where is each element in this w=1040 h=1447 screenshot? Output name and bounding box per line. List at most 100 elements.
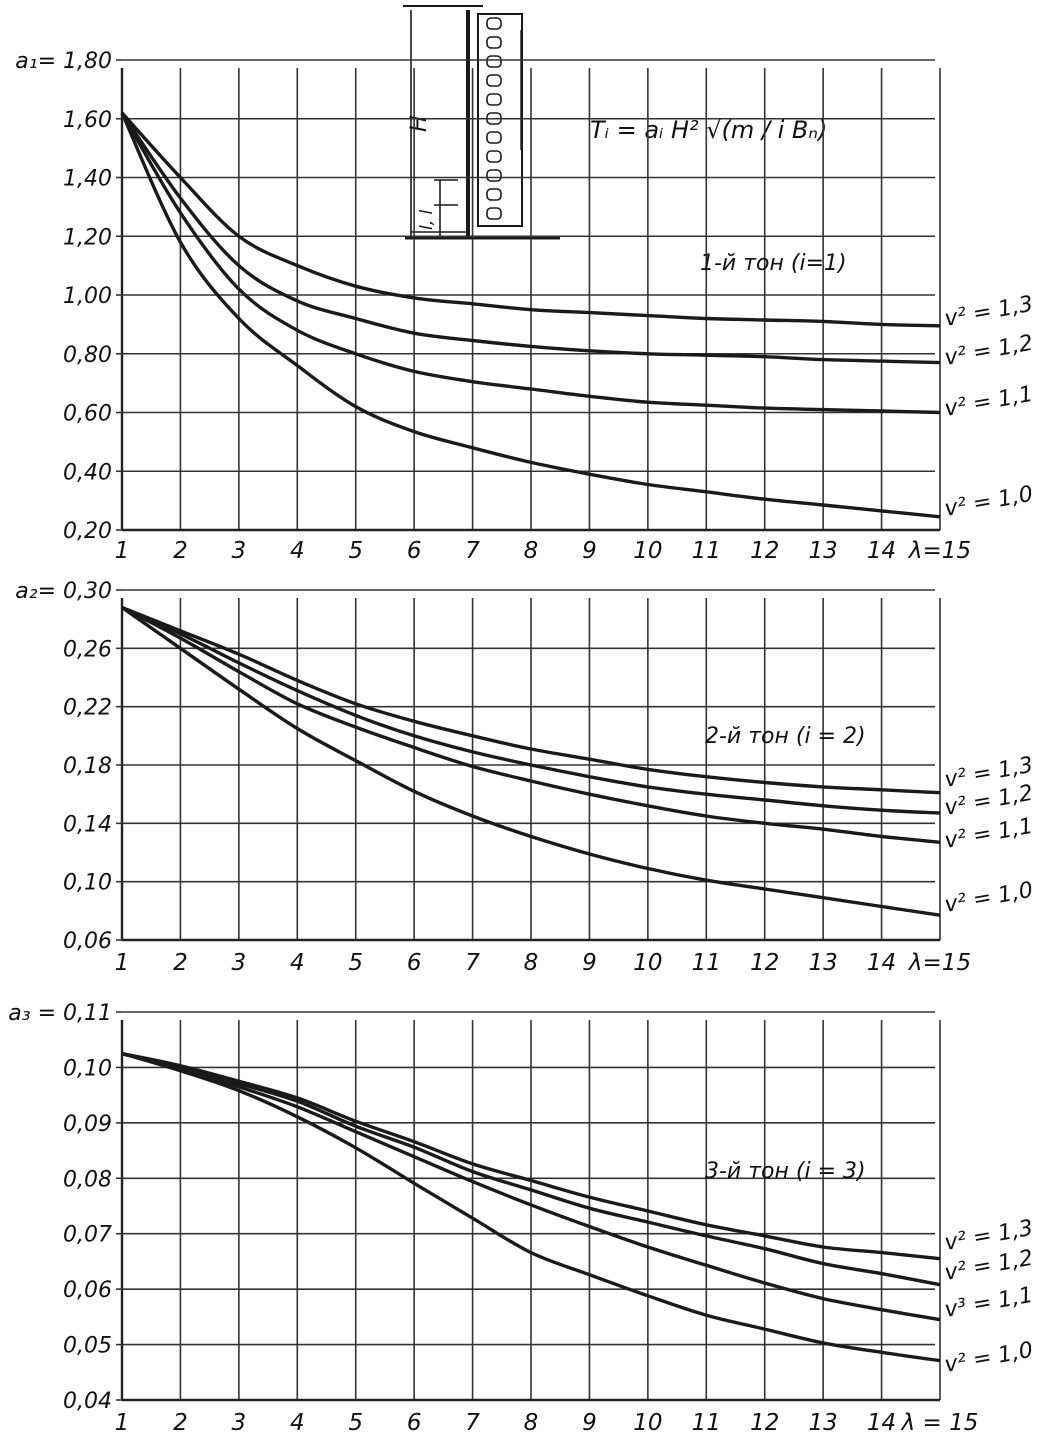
y-tick-label: 0,14	[63, 812, 112, 837]
x-tick-label: 7	[465, 1410, 480, 1436]
chart-title: 3-й тон (i = 3)	[705, 1159, 866, 1184]
x-tick-label: 9	[582, 538, 597, 564]
x-tick-label: 4	[290, 1410, 305, 1436]
y-tick-label: 0,22	[63, 696, 112, 721]
x-tick-label: 14	[867, 538, 896, 564]
x-tick-label: 2	[173, 950, 188, 976]
series-label: v² = 1,0	[943, 878, 1035, 918]
inset-floor-mark	[486, 17, 502, 30]
x-tick-label: 11	[692, 1410, 721, 1436]
y-tick-label: 1,20	[63, 225, 112, 250]
x-tick-label: 6	[407, 538, 422, 564]
series-line-3	[121, 1051, 941, 1322]
series-label: v² = 1,1	[943, 382, 1035, 422]
x-tick-label: λ=15	[907, 538, 971, 564]
building-schematic	[403, 5, 560, 240]
inset-span-label: l, l	[417, 209, 437, 230]
x-tick-label: 13	[809, 1410, 838, 1436]
y-tick-label: 0,06	[63, 1278, 112, 1303]
x-tick-label: 1	[115, 538, 130, 564]
y-tick-label: 0,09	[63, 1112, 112, 1137]
y-tick-label: 1,60	[63, 108, 112, 133]
chart-title: 2-й тон (i = 2)	[705, 724, 866, 749]
x-tick-label: 10	[633, 950, 662, 976]
x-tick-label: 9	[582, 1410, 597, 1436]
inset-floor-mark	[486, 131, 502, 144]
x-tick-label: 9	[582, 950, 597, 976]
series-line-2	[121, 1051, 941, 1287]
x-tick-label: 12	[750, 1410, 779, 1436]
inset-floor-mark	[486, 207, 502, 220]
chart-panel-1: 0,20 0,40 0,60 0,80 1,00 1,20 1,40 1,60 a₁= 1,80…	[15, 49, 1035, 564]
x-tick-label: 13	[809, 538, 838, 564]
x-tick-label: 2	[173, 538, 188, 564]
inset-height-label: H	[407, 115, 432, 132]
series-label: v³ = 1,1	[943, 1283, 1035, 1323]
x-tick-label: 6	[407, 1410, 422, 1436]
y-tick-label: 0,04	[63, 1389, 112, 1414]
x-tick-label: λ = 15	[900, 1410, 979, 1436]
x-tick-label: 8	[524, 950, 539, 976]
series-line-1	[120, 111, 941, 328]
series-label: v² = 1,0	[943, 1338, 1035, 1378]
x-tick-label: λ=15	[907, 950, 971, 976]
y-tick-label: 0,06	[63, 929, 112, 954]
series-line-1	[121, 1051, 941, 1261]
series-label: v² = 1,0	[943, 482, 1035, 522]
x-tick-label: 3	[232, 950, 247, 976]
y-tick-label: 0,05	[63, 1334, 112, 1359]
x-tick-label: 3	[232, 1410, 247, 1436]
series-line-4	[120, 112, 941, 519]
x-tick-label: 2	[173, 1410, 188, 1436]
x-tick-label: 1	[115, 950, 130, 976]
y-tick-label: 0,80	[63, 343, 112, 368]
inset-floor-mark	[486, 74, 502, 87]
y-tick-label: 0,60	[63, 402, 112, 427]
x-tick-label: 1	[115, 1410, 130, 1436]
x-tick-label: 11	[692, 950, 721, 976]
inset-floor-mark	[486, 188, 502, 201]
y-tick-label: 0,08	[63, 1167, 112, 1192]
y-tick-label: 0,26	[63, 637, 112, 662]
x-tick-label: 7	[465, 538, 480, 564]
series-line-2	[120, 111, 941, 365]
y-tick-label: 1,00	[63, 284, 112, 309]
y-tick-label: 1,40	[63, 167, 112, 192]
y-tick-label: 0,10	[63, 1056, 112, 1081]
series-line-1	[121, 605, 941, 795]
x-tick-label: 10	[633, 538, 662, 564]
series-line-4	[121, 606, 941, 917]
series-line-4	[121, 1051, 941, 1363]
inset-floor-mark	[486, 36, 502, 49]
y-tick-label: a₁= 1,80	[15, 49, 112, 74]
x-tick-label: 12	[750, 950, 779, 976]
series-line-3	[121, 605, 941, 844]
y-tick-label: 0,18	[63, 754, 112, 779]
series-label: v² = 1,1	[943, 814, 1035, 854]
y-tick-label: 0,07	[63, 1223, 112, 1248]
x-tick-label: 10	[633, 1410, 662, 1436]
inset-floor-mark	[486, 169, 502, 182]
inset-floor-mark	[486, 55, 502, 68]
y-tick-label: 0,10	[63, 871, 112, 896]
y-tick-label: a₃ = 0,11	[8, 1001, 112, 1026]
x-tick-label: 12	[750, 538, 779, 564]
x-tick-label: 14	[867, 1410, 896, 1436]
series-line-3	[120, 112, 941, 415]
x-tick-label: 3	[232, 538, 247, 564]
x-tick-label: 8	[524, 1410, 539, 1436]
x-tick-label: 4	[290, 950, 305, 976]
x-tick-label: 4	[290, 538, 305, 564]
x-tick-label: 13	[809, 950, 838, 976]
y-tick-label: a₂= 0,30	[15, 579, 112, 604]
x-tick-label: 14	[867, 950, 896, 976]
y-tick-label: 0,40	[63, 460, 112, 485]
series-label: v² = 1,2	[943, 331, 1035, 371]
y-tick-label: 0,20	[63, 519, 112, 544]
x-tick-label: 11	[692, 538, 721, 564]
x-tick-label: 6	[407, 950, 422, 976]
x-tick-label: 8	[524, 538, 539, 564]
